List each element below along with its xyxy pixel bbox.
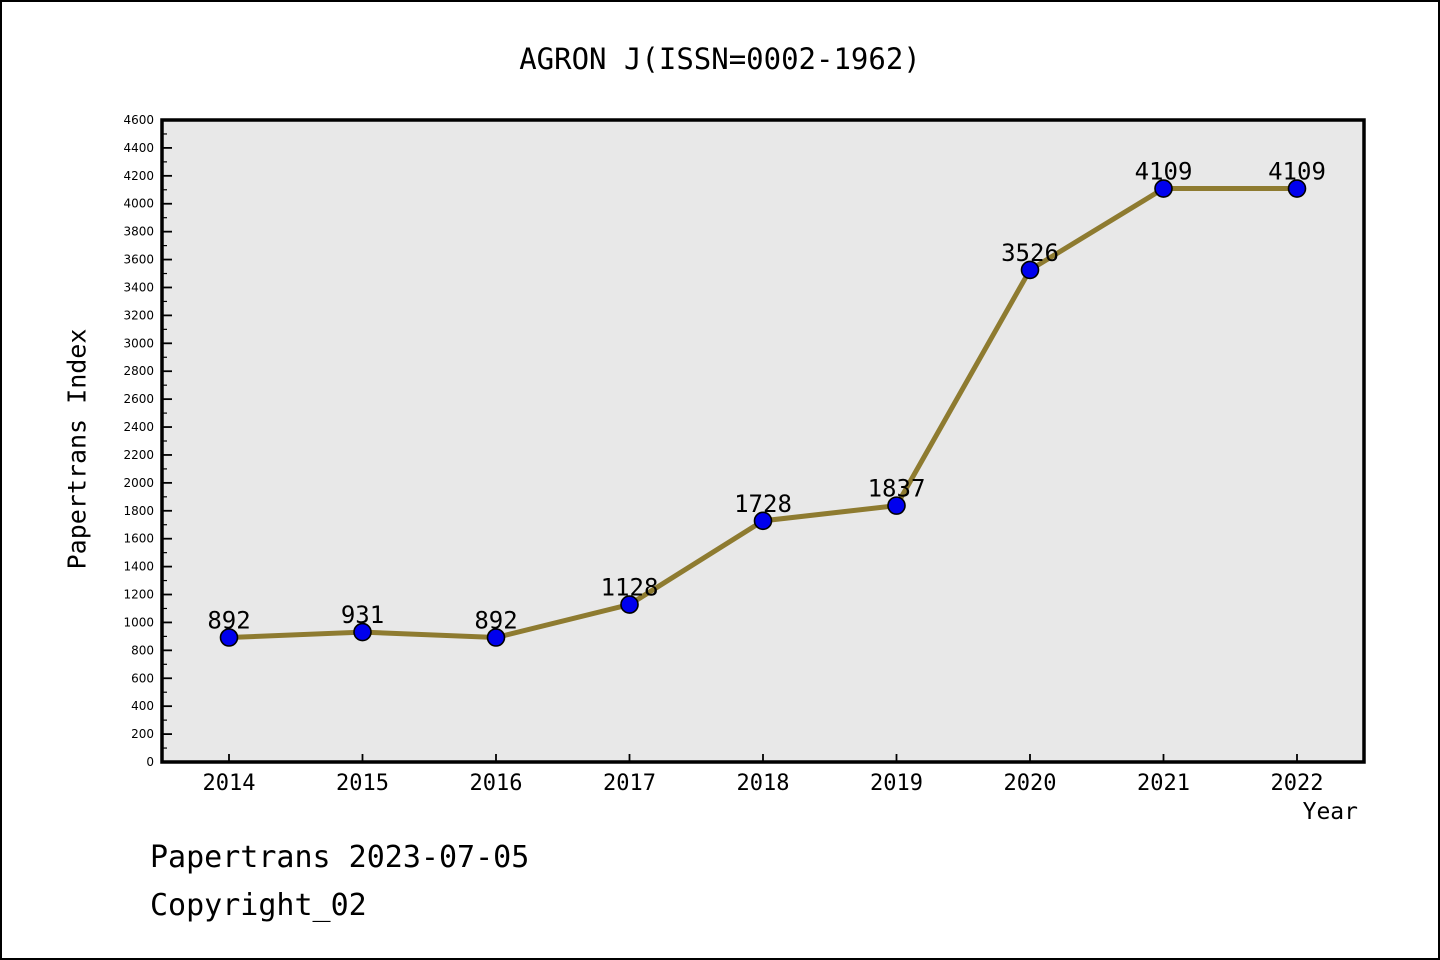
data-point-marker xyxy=(219,628,239,647)
y-tick-label: 1600 xyxy=(123,532,154,546)
y-tick-label: 3200 xyxy=(123,308,154,322)
y-tick-label: 2800 xyxy=(123,364,154,378)
x-axis-label: Year xyxy=(1302,799,1358,825)
x-tick-label: 2017 xyxy=(603,771,656,796)
y-tick-label: 400 xyxy=(131,699,154,713)
y-tick-label: 1200 xyxy=(123,588,154,602)
y-tick-label: 1400 xyxy=(123,560,154,574)
y-tick-label: 2000 xyxy=(123,476,154,490)
y-tick-label: 800 xyxy=(131,643,154,657)
x-tick-label: 2015 xyxy=(336,771,389,796)
footer-source-date: Papertrans 2023-07-05 xyxy=(150,840,530,875)
data-point-marker xyxy=(1020,260,1040,280)
data-point-marker xyxy=(620,595,639,614)
y-axis-label: Papertrans Index xyxy=(62,328,92,570)
x-tick-label: 2021 xyxy=(1137,771,1190,796)
y-tick-label: 3400 xyxy=(123,280,154,294)
x-tick-label: 2014 xyxy=(203,771,256,796)
x-tick-label: 2020 xyxy=(1004,771,1057,796)
y-tick-label: 4000 xyxy=(123,197,154,211)
plot-background xyxy=(162,120,1364,762)
x-tick-label: 2019 xyxy=(870,771,923,796)
x-tick-label: 2016 xyxy=(470,771,523,796)
plot-frame xyxy=(160,118,1366,764)
y-tick-label: 2400 xyxy=(123,420,154,434)
y-tick-label: 600 xyxy=(131,671,154,685)
data-point-marker xyxy=(1287,179,1307,198)
y-tick-label: 200 xyxy=(131,727,154,741)
y-tick-label: 4200 xyxy=(123,169,154,183)
data-point-marker xyxy=(486,628,506,647)
data-point-marker xyxy=(1154,179,1173,198)
y-tick-label: 4600 xyxy=(123,113,154,127)
y-tick-label: 0 xyxy=(146,755,154,769)
data-point-marker xyxy=(887,496,906,515)
y-tick-label: 1000 xyxy=(123,615,154,629)
y-tick-label: 4400 xyxy=(123,141,154,155)
data-point-marker xyxy=(753,511,773,531)
footer-copyright: Copyright_02 xyxy=(150,888,367,923)
x-tick-label: 2018 xyxy=(737,771,790,796)
y-tick-label: 3000 xyxy=(123,336,154,350)
y-tick-label: 2600 xyxy=(123,392,154,406)
data-point-marker xyxy=(353,622,372,642)
y-tick-label: 3800 xyxy=(123,225,154,239)
x-tick-label: 2022 xyxy=(1271,771,1324,796)
y-tick-label: 3600 xyxy=(123,253,154,267)
y-tick-label: 1800 xyxy=(123,504,154,518)
chart-title: AGRON J(ISSN=0002-1962) xyxy=(519,42,921,76)
y-tick-label: 2200 xyxy=(123,448,154,462)
